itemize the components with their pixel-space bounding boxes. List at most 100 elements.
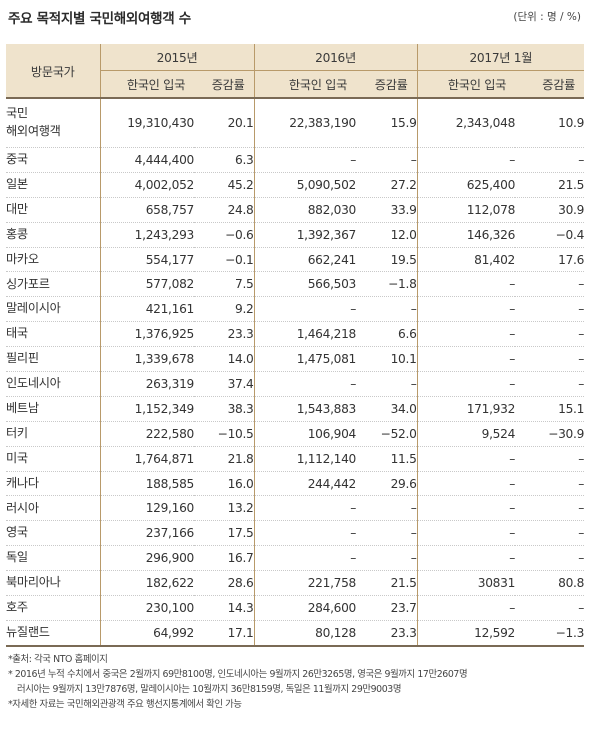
entries-2017-cell: – <box>417 147 515 173</box>
entries-2017-cell: – <box>417 346 515 373</box>
entries-2017-cell: – <box>417 446 515 472</box>
table-row: 뉴질랜드 64,992 17.1 80,128 23.3 12,592 −1.3 <box>6 620 584 647</box>
change-2017-cell: – <box>515 446 584 472</box>
entries-2015-cell: 19,310,430 <box>100 98 194 148</box>
table-row: 필리핀 1,339,678 14.0 1,475,081 10.1– – <box>6 346 584 373</box>
change-2016-cell: – <box>356 147 418 173</box>
entries-2017-cell: – <box>417 371 515 397</box>
change-2016-cell: – <box>356 296 418 323</box>
country-cell: 중국 <box>6 147 101 173</box>
entries-2017-cell: 30831 <box>417 570 515 597</box>
entries-2016-cell: – <box>254 520 356 547</box>
header-change: 증감률 <box>356 70 418 98</box>
change-2016-cell: – <box>356 495 418 522</box>
table-row: 영국 237,166 17.5– – – – <box>6 520 584 547</box>
country-cell: 마카오 <box>6 247 101 273</box>
country-cell: 호주 <box>6 595 101 621</box>
table-row: 호주 230,100 14.3 284,600 23.7– – <box>6 595 584 621</box>
entries-2016-cell: 1,112,140 <box>254 446 356 472</box>
entries-2015-cell: 237,166 <box>100 520 194 547</box>
change-2017-cell: −30.9 <box>515 421 584 447</box>
entries-2016-cell: 662,241 <box>254 247 356 273</box>
table-row: 마카오 554,177 −0.1 662,241 19.5 81,402 17.6 <box>6 247 584 273</box>
change-2015-cell: 16.7 <box>194 545 255 572</box>
change-2015-cell: 16.0 <box>194 471 255 497</box>
change-2017-cell: – <box>515 147 584 173</box>
entries-2017-cell: 2,343,048 <box>417 98 515 148</box>
entries-2015-cell: 1,152,349 <box>100 396 194 422</box>
change-2016-cell: 15.9 <box>356 98 418 148</box>
country-cell: 영국 <box>6 520 101 547</box>
entries-2016-cell: 244,442 <box>254 471 356 497</box>
entries-2015-cell: 182,622 <box>100 570 194 597</box>
footnotes: *출처: 각국 NTO 홈페이지 * 2016년 누적 수치에서 중국은 2월까… <box>8 652 586 712</box>
change-2017-cell: – <box>515 321 584 348</box>
entries-2015-cell: 296,900 <box>100 545 194 572</box>
entries-2015-cell: 421,161 <box>100 296 194 323</box>
header-entries: 한국인 입국 <box>254 70 357 98</box>
entries-2017-cell: – <box>417 321 515 348</box>
change-2017-cell: – <box>515 271 584 298</box>
entries-2015-cell: 64,992 <box>100 620 194 647</box>
entries-2017-cell: 81,402 <box>417 247 515 273</box>
entries-2016-cell: – <box>254 296 356 323</box>
entries-2017-cell: 9,524 <box>417 421 515 447</box>
change-2015-cell: 21.8 <box>194 446 255 472</box>
entries-2015-cell: 230,100 <box>100 595 194 621</box>
change-2015-cell: −10.5 <box>194 421 255 447</box>
table-row: 캐나다 188,585 16.0 244,442 29.6– – <box>6 471 584 497</box>
entries-2017-cell: – <box>417 471 515 497</box>
country-cell: 말레이시아 <box>6 296 101 323</box>
country-cell: 국민 해외여행객 <box>6 98 101 148</box>
change-2016-cell: 6.6 <box>356 321 418 348</box>
change-2015-cell: 38.3 <box>194 396 255 422</box>
entries-2015-cell: 222,580 <box>100 421 194 447</box>
footnote-source: *출처: 각국 NTO 홈페이지 <box>8 654 108 665</box>
entries-2017-cell: – <box>417 271 515 298</box>
change-2016-cell: 34.0 <box>356 396 418 422</box>
footnote-more-info: *자세한 자료는 국민해외관광객 주요 행선지통계에서 확인 가능 <box>8 699 242 710</box>
entries-2015-cell: 4,002,052 <box>100 172 194 198</box>
entries-2017-cell: – <box>417 595 515 621</box>
entries-2015-cell: 658,757 <box>100 197 194 223</box>
travelers-table: 방문국가 2015년 2016년 2017년 1월 한국인 입국 증감률 한국인… <box>6 44 584 647</box>
entries-2016-cell: – <box>254 495 356 522</box>
table-title: 주요 목적지별 국민해외여행객 수 <box>8 11 191 27</box>
header-change: 증감률 <box>194 70 255 98</box>
change-2015-cell: −0.6 <box>194 222 255 248</box>
entries-2017-cell: – <box>417 520 515 547</box>
entries-2016-cell: 1,464,218 <box>254 321 356 348</box>
entries-2017-cell: 625,400 <box>417 172 515 198</box>
change-2017-cell: – <box>515 545 584 572</box>
entries-2016-cell: 22,383,190 <box>254 98 356 148</box>
country-cell: 터키 <box>6 421 101 447</box>
entries-2017-cell: 146,326 <box>417 222 515 248</box>
table-row: 중국 4,444,400 6.3– – – – <box>6 147 584 173</box>
change-2016-cell: 21.5 <box>356 570 418 597</box>
entries-2015-cell: 1,243,293 <box>100 222 194 248</box>
change-2015-cell: 7.5 <box>194 271 255 298</box>
change-2016-cell: −1.8 <box>356 271 418 298</box>
entries-2016-cell: 106,904 <box>254 421 356 447</box>
change-2017-cell: −1.3 <box>515 620 584 647</box>
change-2016-cell: – <box>356 371 418 397</box>
country-cell: 싱가포르 <box>6 271 101 298</box>
entries-2017-cell: – <box>417 545 515 572</box>
entries-2015-cell: 263,319 <box>100 371 194 397</box>
header-country: 방문국가 <box>6 44 101 99</box>
change-2016-cell: 10.1 <box>356 346 418 373</box>
header-entries: 한국인 입국 <box>417 70 516 98</box>
country-cell: 태국 <box>6 321 101 348</box>
header-year-2017-jan: 2017년 1월 <box>417 44 585 71</box>
change-2017-cell: – <box>515 471 584 497</box>
change-2016-cell: 33.9 <box>356 197 418 223</box>
change-2015-cell: 17.5 <box>194 520 255 547</box>
table-row: 미국 1,764,871 21.8 1,112,140 11.5– – <box>6 446 584 472</box>
change-2015-cell: 37.4 <box>194 371 255 397</box>
entries-2016-cell: 284,600 <box>254 595 356 621</box>
change-2016-cell: 29.6 <box>356 471 418 497</box>
entries-2015-cell: 577,082 <box>100 271 194 298</box>
entries-2015-cell: 1,339,678 <box>100 346 194 373</box>
country-cell: 미국 <box>6 446 101 472</box>
entries-2015-cell: 1,376,925 <box>100 321 194 348</box>
